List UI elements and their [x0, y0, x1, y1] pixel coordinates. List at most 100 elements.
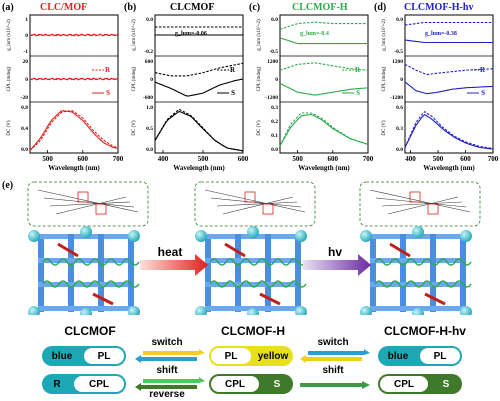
series-line-s: [279, 37, 368, 45]
series-line-s: [404, 113, 494, 150]
x-axis-label: Wavelength (nm): [48, 164, 100, 172]
series-line-s: [279, 113, 369, 147]
y-axis-label: DC (V): [132, 120, 137, 135]
mof-illustration: [27, 181, 481, 315]
series-line-s: [29, 77, 119, 81]
molecule-bond: [216, 201, 298, 207]
double-arrow-2: [300, 349, 370, 363]
y-axis-label: g_lum (x10^-2): [257, 19, 262, 51]
metal-node: [80, 226, 92, 238]
single-arrow: [300, 381, 370, 389]
double-arrow-1: [135, 349, 205, 363]
pill-text: PL: [84, 348, 124, 364]
series-line-r: [154, 108, 244, 152]
y-axis-label: CPL (mdeg): [7, 66, 12, 91]
x-axis-label: Wavelength (nm): [298, 164, 350, 172]
molecule-bond: [55, 196, 127, 215]
series-line-s: [154, 110, 244, 152]
pill-text: blue: [51, 350, 73, 362]
y-tick-label: -600: [143, 95, 153, 101]
shift-label-2: shift: [322, 365, 344, 376]
mof-structure: [194, 181, 316, 315]
reverse-label: reverse: [149, 389, 185, 400]
series-line-r: [279, 62, 369, 71]
metal-node: [295, 306, 307, 315]
heat-label: heat: [157, 245, 183, 259]
pill-text: CPL: [211, 376, 259, 392]
pill-blue-pl-left: blue PL: [42, 346, 126, 366]
molecule-bond: [381, 201, 463, 207]
molecule-ring: [262, 203, 274, 215]
panel-frame: [29, 14, 119, 154]
y-tick-label: 0.3: [396, 126, 403, 132]
mof-pillar: [98, 234, 104, 312]
pill-text: S: [273, 378, 281, 390]
x-tick-label: 700: [363, 155, 374, 163]
y-tick-label: 0.6: [396, 105, 403, 111]
lc-helix: [374, 280, 472, 288]
panel-b-title: CLCMOF: [170, 2, 215, 13]
x-tick-label: 600: [78, 155, 89, 163]
x-tick-label: 500: [198, 155, 209, 163]
y-tick-label: 0.0: [146, 17, 153, 23]
panel-frame: [154, 14, 244, 154]
metal-node: [460, 306, 472, 315]
series-line-s: [29, 33, 119, 37]
y-axis-label: DC (V): [257, 120, 262, 135]
mof-structure: [359, 181, 481, 315]
legend-s: S: [481, 89, 485, 97]
pill-cpl-s-mid: CPL S: [209, 374, 293, 394]
panel-frame: [404, 14, 494, 154]
y-tick-label: 0.8: [21, 105, 28, 111]
series-line-s: [404, 81, 494, 95]
red-rod: [389, 242, 411, 258]
y-tick-label: 20: [23, 59, 29, 65]
y-tick-label: -1200: [390, 95, 403, 101]
series-line-r: [154, 62, 244, 77]
y-tick-label: 1: [25, 17, 28, 23]
y-tick-label: 1200: [267, 59, 278, 65]
mof-pillar: [430, 234, 436, 312]
mof-structure: [27, 181, 149, 315]
y-tick-label: -1: [23, 49, 28, 55]
y-tick-label: 0: [275, 77, 278, 83]
x-tick-label: 700: [113, 155, 124, 163]
molecule-ring: [95, 203, 107, 215]
panel-d-letter: (d): [374, 2, 387, 13]
mof-pillar: [460, 234, 466, 312]
legend-s: S: [231, 89, 235, 97]
molecule-ring: [244, 191, 256, 203]
pill-text: R: [53, 378, 61, 390]
metal-node: [195, 230, 207, 242]
x-tick-label: 600: [238, 155, 249, 163]
shift-label-1: shift: [156, 365, 178, 376]
metal-node: [80, 308, 92, 315]
y-axis-label: g_lum (x10^-2): [132, 19, 137, 51]
metal-node: [460, 230, 472, 242]
mof-beam: [205, 282, 301, 287]
mof-pillar: [400, 234, 406, 312]
y-tick-label: 0.0: [146, 147, 153, 153]
heat-arrow: [140, 254, 208, 276]
y-tick-label: -0.5: [394, 49, 403, 55]
pill-text: PL: [211, 348, 251, 364]
label-clcmof-h-hv: CLCMOF-H-hv: [384, 324, 466, 338]
mof-pillar: [38, 234, 44, 312]
y-tick-label: 1200: [392, 59, 403, 65]
y-tick-label: 0: [25, 77, 28, 83]
legend-r: R: [355, 66, 361, 74]
label-clcmof: CLCMOF: [64, 324, 116, 338]
molecule-ring: [77, 191, 89, 203]
panel-a-title: CLC/MOF: [40, 2, 88, 13]
pill-text: blue: [387, 350, 409, 362]
pill-blue-pl-right: blue PL: [378, 346, 462, 366]
pill-pl-yellow: PL yellow: [209, 346, 293, 366]
panel-b-letter: (b): [124, 2, 137, 13]
mof-pillar: [370, 234, 376, 312]
x-tick-label: 500: [292, 155, 303, 163]
lc-helix: [42, 258, 140, 266]
panel-e-letter: (e): [2, 180, 14, 191]
pill-r-cpl: R CPL: [42, 374, 126, 394]
x-tick-label: 500: [433, 155, 444, 163]
metal-node: [295, 230, 307, 242]
